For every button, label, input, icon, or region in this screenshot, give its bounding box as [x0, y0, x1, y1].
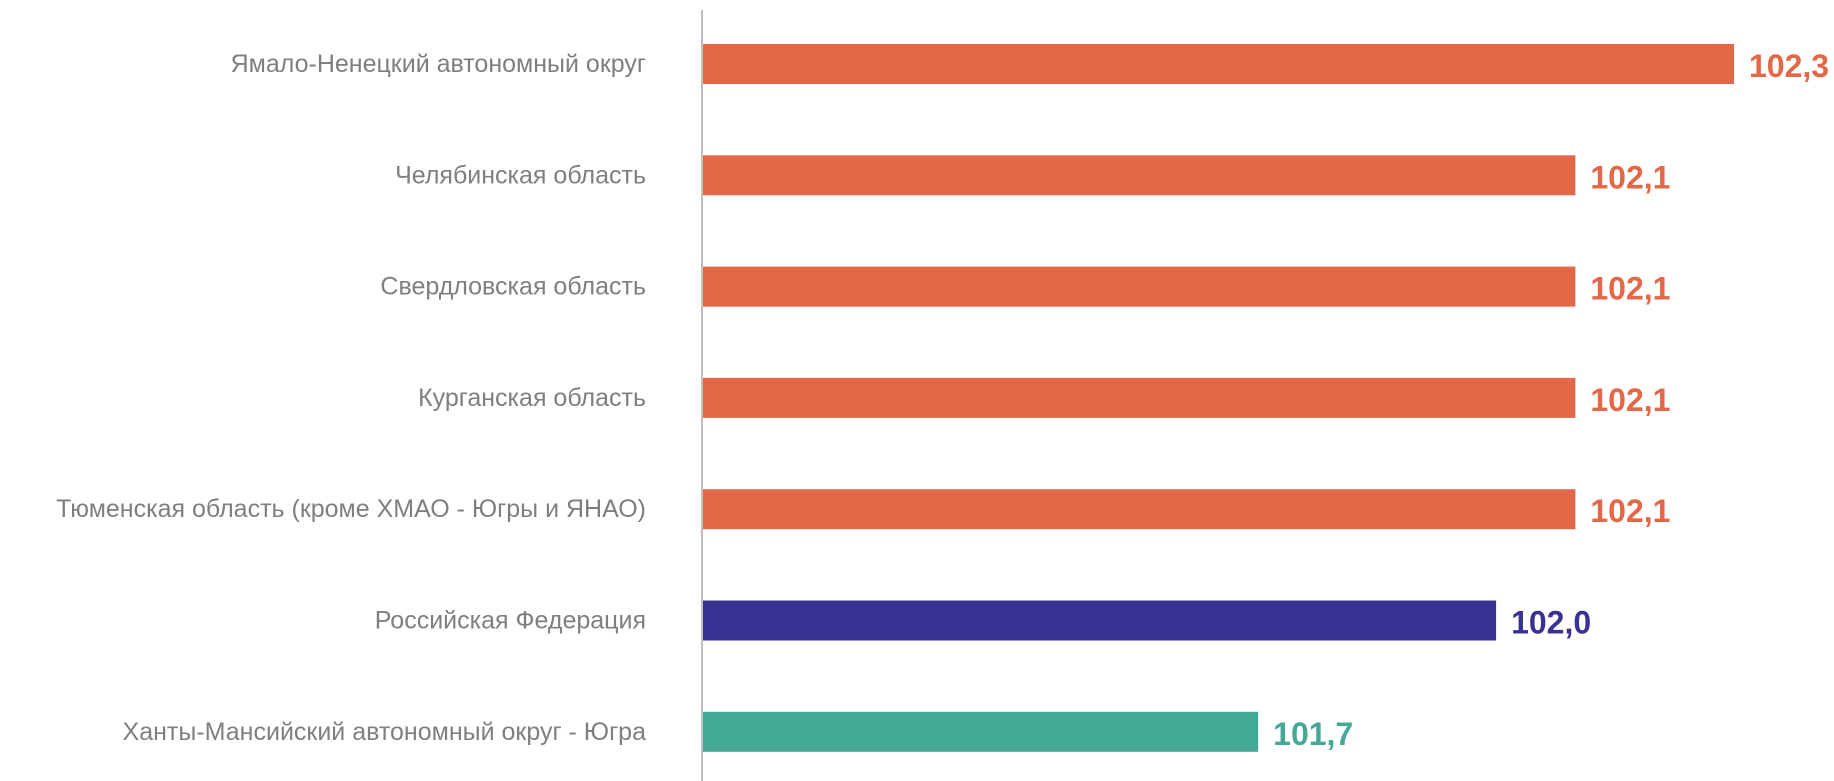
value-label-7: 101,7: [1273, 716, 1353, 752]
bar-5: [703, 489, 1576, 530]
bar-1: [703, 44, 1734, 84]
category-label-4: Курганская область: [418, 384, 646, 412]
value-label-3: 102,1: [1590, 271, 1670, 307]
category-label-1: Ямало-Ненецкий автономный округ: [231, 50, 646, 78]
category-label-7: Ханты-Мансийский автономный округ - Югра: [123, 718, 647, 746]
value-label-2: 102,1: [1590, 159, 1670, 195]
value-label-1: 102,3: [1749, 48, 1829, 84]
bars-layer: [703, 44, 1734, 752]
bar-6: [703, 600, 1497, 641]
value-label-5: 102,1: [1590, 493, 1670, 529]
bar-4: [703, 377, 1576, 418]
bar-2: [703, 155, 1576, 196]
category-label-2: Челябинская область: [395, 161, 646, 189]
bar-3: [703, 266, 1576, 307]
category-label-3: Свердловская область: [380, 273, 646, 301]
value-label-4: 102,1: [1590, 382, 1670, 418]
bar-7: [703, 711, 1259, 752]
category-label-5: Тюменская область (кроме ХМАО - Югры и Я…: [56, 495, 646, 523]
category-label-6: Российская Федерация: [375, 607, 646, 635]
labels-layer: Ямало-Ненецкий автономный округ 102,3 Челя…: [56, 48, 1829, 752]
value-label-6: 102,0: [1511, 605, 1591, 641]
